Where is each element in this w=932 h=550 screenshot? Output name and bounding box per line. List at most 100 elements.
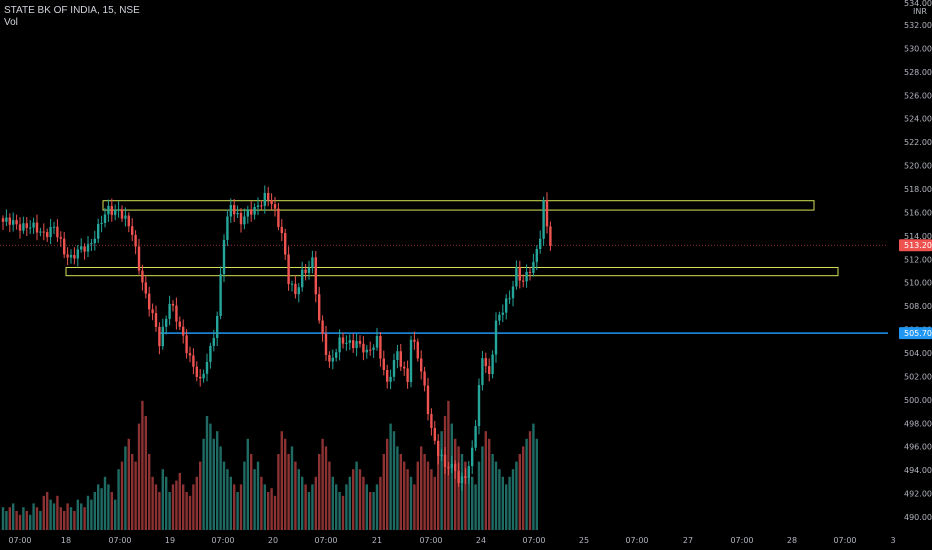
candle-body [464, 476, 467, 478]
candle-body [185, 335, 188, 354]
volume-bar [338, 492, 341, 530]
volume-bar [498, 469, 501, 530]
candle-body [511, 286, 515, 299]
candle-body [114, 209, 117, 215]
candle-body [498, 314, 501, 321]
candle-body [474, 426, 477, 448]
volume-bar [301, 476, 304, 530]
candle-body [199, 376, 202, 379]
volume-bar [369, 492, 372, 530]
time-axis: 07:00 18 07:00 19 07:00 20 07:00 21 07:00 24 07:00… [8, 536, 895, 545]
volume-bar [195, 476, 198, 530]
volume-bar [83, 507, 86, 530]
candle-body [481, 358, 484, 386]
candle-body [375, 336, 379, 348]
candle-body [124, 215, 127, 219]
volume-bar [416, 461, 419, 530]
volume-bar [131, 454, 134, 530]
volume-bar [382, 454, 385, 530]
volume-bar [488, 438, 491, 530]
price-axis-panel[interactable] [889, 0, 932, 530]
resistance-support-zone[interactable] [65, 266, 839, 277]
x-tick-label: 07:00 [625, 536, 648, 545]
candle-body [63, 238, 66, 255]
candle-body [35, 222, 39, 233]
candle-body [222, 239, 226, 275]
volume-bar [433, 476, 436, 530]
volume-bar [205, 416, 209, 530]
candle-body [32, 222, 35, 228]
candle-body [331, 357, 334, 362]
candle-body [409, 339, 413, 382]
candle-body [49, 227, 52, 238]
volume-bar [253, 469, 256, 530]
candle-body [355, 340, 358, 349]
volume-bar [86, 495, 90, 530]
volume-bar [250, 454, 253, 530]
y-tick-label: 520.00 [904, 162, 932, 171]
volume-bar [127, 438, 130, 530]
volume-bar [256, 461, 260, 530]
candle-body [437, 440, 440, 457]
candle-body [73, 255, 76, 259]
volume-bar [511, 469, 515, 530]
price-tags: 505.70 513.20 [899, 239, 932, 340]
candle-body [110, 205, 113, 215]
candle-body [365, 349, 368, 353]
candle-body [372, 347, 375, 350]
volume-bar [477, 461, 481, 530]
candle-body [454, 463, 457, 471]
candle-body [518, 267, 521, 281]
y-tick-label: 504.00 [904, 349, 932, 358]
volume-bar [508, 476, 511, 530]
candles [1, 185, 552, 491]
x-tick-label: 25 [579, 536, 589, 545]
volume-bar [505, 484, 508, 530]
candle-body [321, 320, 324, 334]
candle-body [137, 246, 141, 271]
symbol-title: STATE BK OF INDIA, 15, NSE [4, 5, 140, 16]
volume-bar [403, 461, 406, 530]
y-tick-label: 508.00 [904, 302, 932, 311]
volume-bar [525, 438, 528, 530]
x-tick-label: 07:00 [211, 536, 234, 545]
candle-body [369, 349, 372, 351]
candle-body [525, 271, 528, 282]
volume-bar [216, 431, 219, 530]
volume-bar [175, 480, 178, 530]
volume-bar [154, 484, 158, 530]
y-tick-label: 514.00 [904, 232, 932, 241]
candle-body [243, 216, 246, 225]
candle-body [273, 204, 277, 209]
volume-bar [345, 484, 348, 530]
volume-bar [318, 454, 321, 530]
volume-bar [307, 492, 311, 530]
candle-body [338, 337, 341, 353]
volume-bar [277, 454, 280, 530]
candle-body [107, 205, 110, 215]
candle-body [90, 243, 93, 245]
candle-body [175, 305, 178, 322]
volume-bars [1, 400, 538, 530]
candle-body [168, 303, 171, 319]
y-tick-label: 494.00 [904, 466, 932, 475]
candle-body [420, 358, 423, 372]
x-tick-label: 18 [61, 536, 71, 545]
candle-body [202, 373, 205, 379]
y-tick-label: 526.00 [904, 91, 932, 100]
resistance-support-zone[interactable] [102, 200, 815, 211]
candle-body [488, 366, 491, 374]
candle-body [161, 326, 164, 347]
volume-bar [59, 507, 62, 530]
volume-bar [69, 507, 73, 530]
x-tick-label: 27 [683, 536, 693, 545]
y-tick-label: 516.00 [904, 208, 932, 217]
candle-body [457, 470, 460, 484]
volume-indicator-label[interactable]: Vol [4, 17, 18, 28]
volume-bar [454, 438, 457, 530]
volume-bar [314, 476, 317, 530]
volume-bar [515, 461, 518, 530]
volume-bar [331, 476, 334, 530]
volume-bar [304, 484, 307, 530]
